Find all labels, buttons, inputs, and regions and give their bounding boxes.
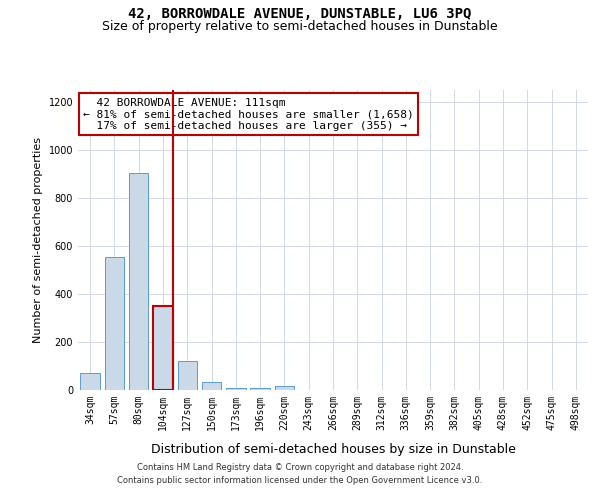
Bar — [105, 257, 124, 390]
Bar — [250, 388, 270, 390]
Bar — [226, 388, 245, 390]
Bar — [80, 373, 100, 390]
Bar — [275, 386, 294, 390]
Bar — [129, 173, 148, 390]
Text: Size of property relative to semi-detached houses in Dunstable: Size of property relative to semi-detach… — [102, 20, 498, 33]
Bar — [153, 306, 173, 390]
Text: Contains public sector information licensed under the Open Government Licence v3: Contains public sector information licen… — [118, 476, 482, 485]
Bar — [178, 361, 197, 390]
Text: 42, BORROWDALE AVENUE, DUNSTABLE, LU6 3PQ: 42, BORROWDALE AVENUE, DUNSTABLE, LU6 3P… — [128, 8, 472, 22]
Text: Distribution of semi-detached houses by size in Dunstable: Distribution of semi-detached houses by … — [151, 442, 515, 456]
Text: 42 BORROWDALE AVENUE: 111sqm
← 81% of semi-detached houses are smaller (1,658)
 : 42 BORROWDALE AVENUE: 111sqm ← 81% of se… — [83, 98, 414, 130]
Text: Contains HM Land Registry data © Crown copyright and database right 2024.: Contains HM Land Registry data © Crown c… — [137, 464, 463, 472]
Y-axis label: Number of semi-detached properties: Number of semi-detached properties — [33, 137, 43, 343]
Bar — [202, 382, 221, 390]
